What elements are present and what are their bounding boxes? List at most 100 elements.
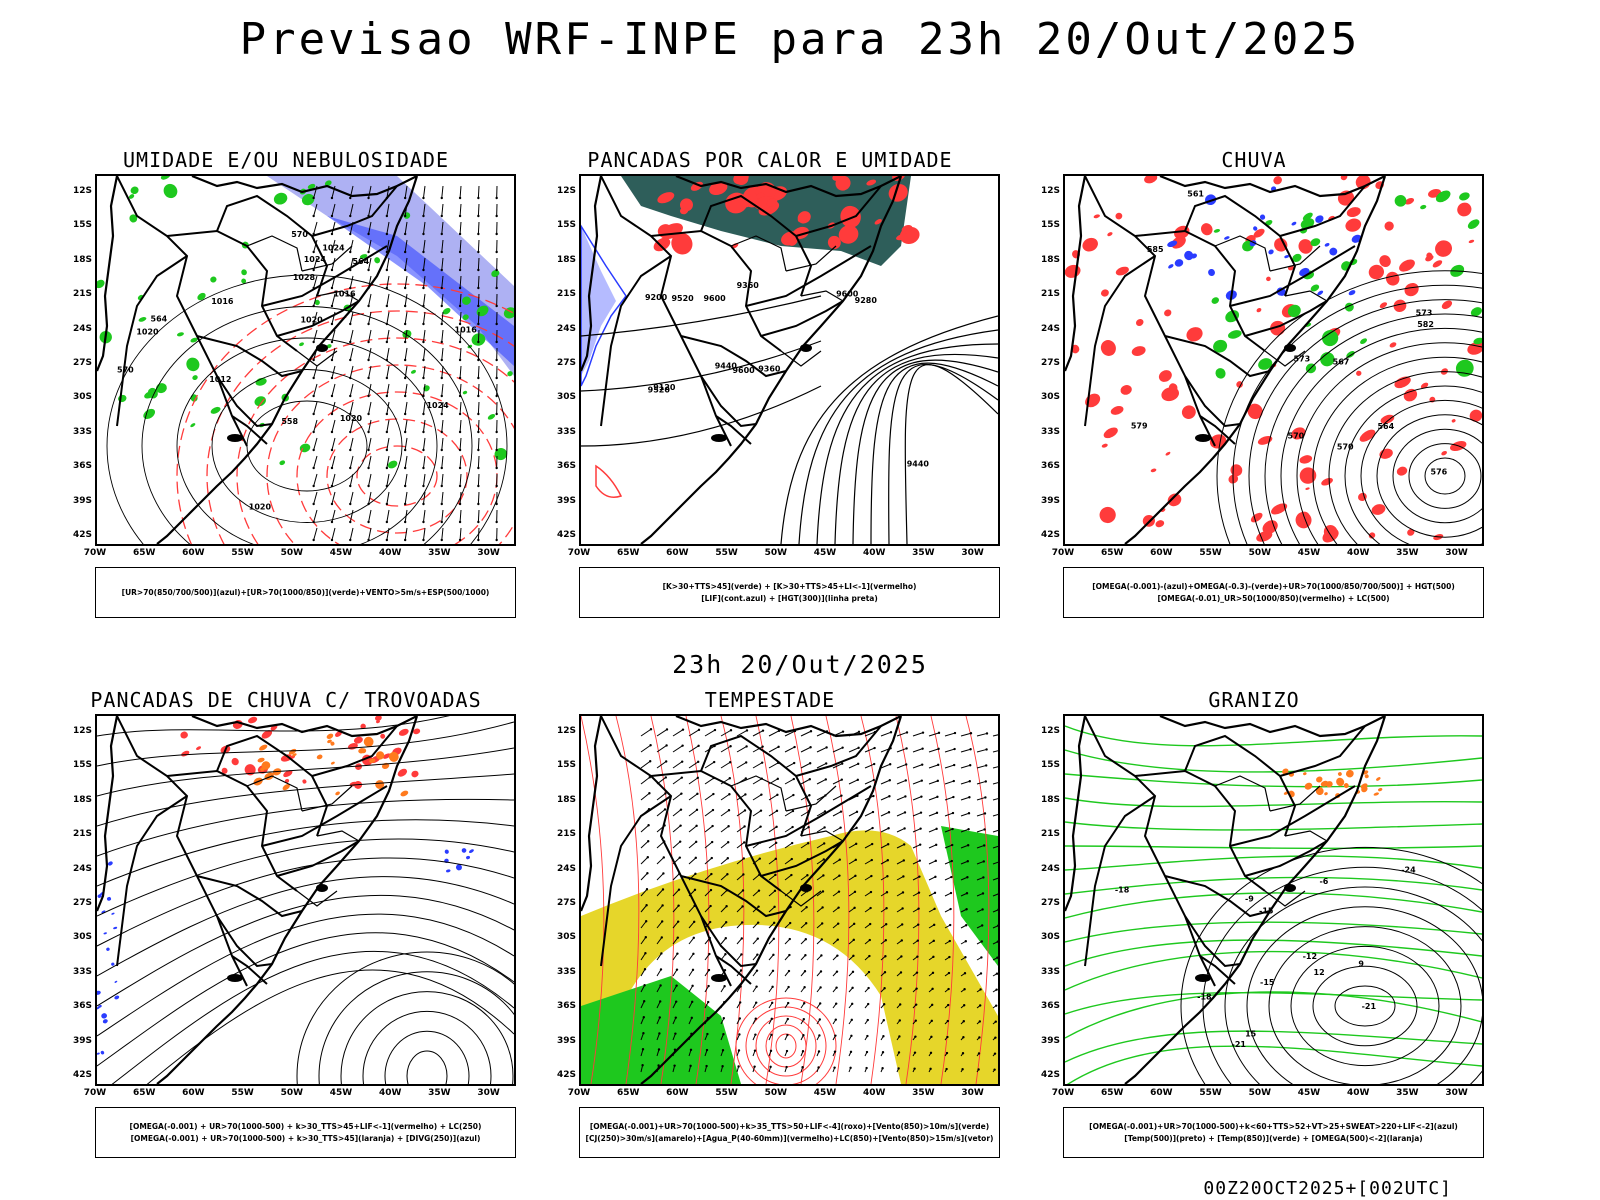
omega-weak-area <box>1317 290 1324 296</box>
geopotential-300-contour <box>834 353 998 544</box>
wind-vector <box>704 761 715 769</box>
country-border <box>715 415 752 445</box>
wind-vector-head <box>803 986 806 989</box>
wind-vector <box>944 844 953 849</box>
wind-vector-head <box>312 268 315 272</box>
wind-vector-head <box>867 986 870 990</box>
wind-vector <box>816 843 825 849</box>
wind-vector-head <box>903 827 906 830</box>
longitude-tick-label: 50W <box>280 548 304 558</box>
hgt500-contour <box>1280 327 1482 544</box>
wind-vector <box>944 860 952 865</box>
temp-500-contour <box>1312 965 1418 1047</box>
wind-vector <box>640 776 651 785</box>
wind-vector <box>422 185 426 199</box>
contour-label: -18 <box>1197 993 1212 1002</box>
wind-vector <box>768 890 776 897</box>
rain-area <box>1396 466 1408 476</box>
wind-vector-head <box>807 826 810 829</box>
rain-area <box>1100 340 1116 356</box>
wind-vector-head <box>769 1049 773 1053</box>
wind-vector-head <box>949 907 952 911</box>
wind-vector-head <box>743 809 747 812</box>
wind-vector <box>459 257 462 271</box>
wind-vector <box>720 921 727 929</box>
wind-vector <box>386 275 390 289</box>
longitude-tick-label: 65W <box>616 548 640 558</box>
wind-vector-head <box>945 1051 949 1055</box>
wind-vector <box>784 826 793 833</box>
wind-vector-head <box>854 858 857 862</box>
wind-vector <box>928 748 939 753</box>
wind-vector <box>896 844 905 849</box>
wind-vector-head <box>367 304 370 308</box>
wind-vector <box>736 762 747 769</box>
wind-vector-head <box>422 466 425 470</box>
wind-vector-head <box>898 1019 901 1022</box>
wind-vector <box>422 527 426 541</box>
wind-vector-head <box>642 1016 645 1019</box>
humidity-midlevel-area <box>267 176 514 376</box>
hgt500-contour <box>1328 371 1482 544</box>
temp-850-contour <box>1065 773 1482 788</box>
state-border <box>780 350 822 367</box>
thunderstorm-area <box>380 733 386 739</box>
wind-vector-head <box>884 955 887 958</box>
wind-vector <box>752 746 763 753</box>
wind-vector <box>477 473 480 487</box>
wind-vector <box>656 937 663 945</box>
wind-vector <box>752 810 762 817</box>
wind-vector <box>752 922 759 929</box>
wind-vector-head <box>948 939 951 943</box>
wind-vector-head <box>916 939 919 942</box>
wind-vector-head <box>917 891 921 894</box>
wind-vector <box>928 780 938 785</box>
wind-vector-head <box>982 860 985 863</box>
wind-vector <box>704 873 712 881</box>
streamline-250 <box>97 895 514 1007</box>
state-border <box>246 235 303 272</box>
rain-area <box>1103 427 1118 439</box>
rain-area <box>1346 207 1361 218</box>
country-border <box>216 734 329 837</box>
wind-vector-head <box>663 808 667 811</box>
wind-vector-head <box>644 936 647 939</box>
wind-vector <box>422 293 426 307</box>
wind-vector-head <box>742 873 745 876</box>
precipitable-water-contour <box>895 716 920 1084</box>
wind-vector-head <box>933 923 936 927</box>
wind-vector-head <box>330 340 334 344</box>
lagoon-mark <box>711 434 727 442</box>
panel-legend: [OMEGA(-0.001)-(azul)+OMEGA(-0.3)-(verde… <box>1063 567 1484 618</box>
country-border <box>745 245 872 307</box>
wind-vector-head <box>918 875 921 878</box>
shower-area <box>330 761 335 765</box>
wind-vector <box>349 473 354 487</box>
wind-vector-head <box>868 954 871 958</box>
wind-vector-head <box>349 232 352 236</box>
wind-vector-head <box>330 466 334 470</box>
wind-vector <box>688 969 694 977</box>
wind-vector <box>422 329 426 343</box>
wind-vector <box>672 729 684 737</box>
wind-vector-head <box>349 394 352 398</box>
wind-vector-head <box>980 956 983 959</box>
wind-vector <box>944 796 954 801</box>
wind-vector-head <box>839 826 842 829</box>
wind-vector <box>864 747 875 753</box>
contour-label: 12 <box>1314 968 1325 977</box>
wind-vector <box>477 527 480 541</box>
wind-vector <box>386 239 390 253</box>
country-border <box>745 785 872 847</box>
wind-vector-head <box>841 730 845 733</box>
wind-vector-head <box>819 986 822 989</box>
coastline <box>1065 716 1387 1084</box>
omega-weak-area <box>1291 221 1297 226</box>
wind-vector-head <box>641 1064 644 1067</box>
wind-vector-head <box>852 938 855 942</box>
wind-vector <box>368 455 372 469</box>
wind-vector-head <box>647 840 650 843</box>
wind-vector <box>368 329 372 343</box>
panel-title: CHUVA <box>1221 148 1287 172</box>
